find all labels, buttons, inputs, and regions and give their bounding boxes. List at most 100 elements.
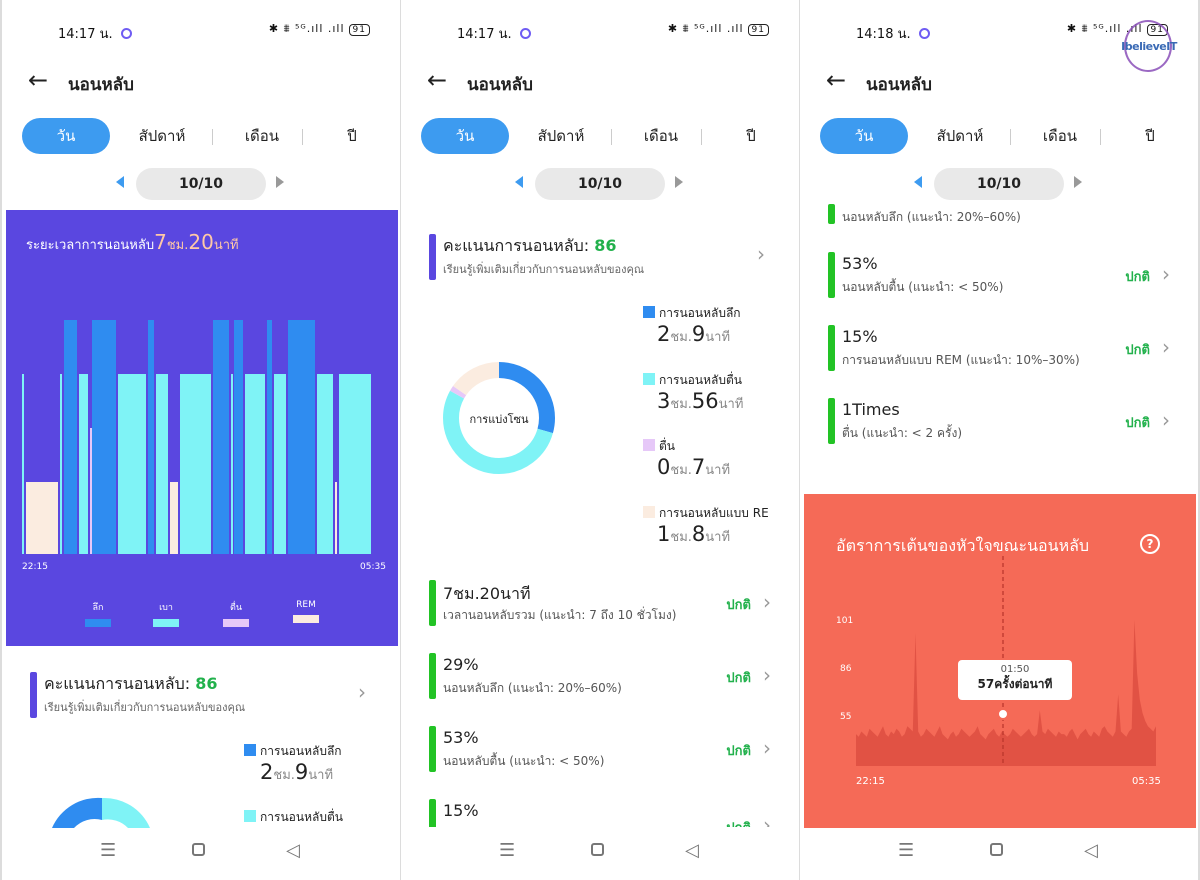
chevron-right-icon[interactable]: › (763, 590, 771, 614)
date-pill[interactable]: 10/10 (934, 168, 1064, 200)
tab-week[interactable]: สัปดาห์ (537, 127, 585, 145)
metric-status: ปกติ (726, 598, 751, 613)
back-triangle-icon[interactable]: ◁ (685, 840, 699, 861)
metric-description: ตื่น (แนะนำ: < 2 ครั้ง) (842, 426, 963, 440)
tab-divider (212, 129, 213, 145)
y-tick-label: 101 (836, 616, 854, 626)
sleep-bar-light (78, 374, 88, 554)
next-date-icon[interactable] (1074, 176, 1082, 188)
chevron-right-icon[interactable]: › (1162, 408, 1170, 432)
tab-week[interactable]: สัปดาห์ (936, 127, 984, 145)
next-date-icon[interactable] (675, 176, 683, 188)
date-pill[interactable]: 10/10 (535, 168, 665, 200)
metric-accent-bar (429, 726, 436, 772)
metric-deep-sleep[interactable]: 29% นอนหลับลึก (แนะนำ: 20%–60%) ปกติ › (429, 653, 779, 703)
tab-year[interactable]: ปี (347, 127, 357, 145)
metric-value: 15% (842, 327, 878, 346)
sleep-score-value: 86 (195, 674, 218, 693)
status-time: 14:18 น. (856, 23, 930, 44)
back-triangle-icon[interactable]: ◁ (286, 840, 300, 861)
chevron-right-icon[interactable]: › (763, 736, 771, 760)
tab-day[interactable]: วัน (421, 118, 509, 154)
zone-legend-rem: การนอนหลับแบบ RE (643, 502, 773, 523)
tab-divider (611, 129, 612, 145)
tab-divider (302, 129, 303, 145)
legend-awake: ตื่น (216, 600, 256, 627)
sleep-score-card[interactable]: คะแนนการนอนหลับ: 86 เรียนรู้เพิ่มเติมเกี… (429, 234, 789, 284)
metric-description: นอนหลับตื้น (แนะนำ: < 50%) (842, 280, 1004, 294)
home-icon[interactable] (192, 840, 205, 861)
metric-status: ปกติ (1125, 270, 1150, 285)
sleep-bar-deep (234, 320, 244, 554)
heart-rate-card: อัตราการเต้นของหัวใจขณะนอนหลับ ? 101 86 … (804, 494, 1196, 828)
date-selector: 10/10 (401, 168, 799, 200)
back-arrow-icon[interactable]: ← (427, 66, 448, 94)
chevron-right-icon[interactable]: › (358, 680, 366, 704)
metric-light-sleep[interactable]: 53% นอนหลับตื้น (แนะนำ: < 50%) ปกติ › (429, 726, 779, 776)
date-pill[interactable]: 10/10 (136, 168, 266, 200)
metric-value: 15% (443, 801, 479, 820)
app-notification-icon (120, 28, 132, 39)
page-title: นอนหลับ (467, 75, 533, 95)
menu-icon[interactable]: ☰ (499, 840, 516, 861)
chevron-right-icon[interactable]: › (763, 663, 771, 687)
metric-accent-bar (828, 252, 835, 298)
metric-accent-bar (828, 204, 835, 224)
metric-rem-sleep[interactable]: 15% การนอนหลับแบบ REM (แนะนำ: 10%–30%) ป… (828, 325, 1178, 375)
menu-icon[interactable]: ☰ (100, 840, 117, 861)
y-tick-label: 86 (840, 664, 852, 674)
help-icon[interactable]: ? (1140, 534, 1160, 554)
tab-day[interactable]: วัน (820, 118, 908, 154)
metric-light-sleep[interactable]: 53% นอนหลับตื้น (แนะนำ: < 50%) ปกติ › (828, 252, 1178, 302)
tab-year[interactable]: ปี (1145, 127, 1155, 145)
heart-rate-marker[interactable] (997, 708, 1009, 720)
metric-status: ปกติ (1125, 343, 1150, 358)
donut-segment-rem (443, 362, 555, 474)
sleep-bar-deep (92, 320, 117, 554)
metric-value: 1Times (842, 400, 900, 419)
home-icon[interactable] (591, 840, 604, 861)
metric-deep-sleep-partial[interactable]: นอนหลับลึก (แนะนำ: 20%–60%) (828, 204, 1178, 228)
period-tabs: วัน สัปดาห์ เดือน ปี (820, 118, 1180, 154)
sleep-bar-light (245, 374, 265, 554)
minutes-unit: นาที (213, 238, 239, 253)
metric-value: 53% (443, 728, 479, 747)
tooltip-time: 01:50 (1000, 664, 1030, 675)
sleep-bar-light (180, 374, 211, 554)
metric-awake-count[interactable]: 1Times ตื่น (แนะนำ: < 2 ครั้ง) ปกติ › (828, 398, 1178, 448)
sleep-bar-light (338, 374, 371, 554)
sleep-zone-donut (443, 362, 555, 474)
previous-date-icon[interactable] (515, 176, 523, 188)
tab-week[interactable]: สัปดาห์ (138, 127, 186, 145)
chevron-right-icon[interactable]: › (763, 813, 771, 827)
previous-date-icon[interactable] (116, 176, 124, 188)
legend-swatch (153, 619, 179, 627)
back-triangle-icon[interactable]: ◁ (1084, 840, 1098, 861)
sleep-score-card[interactable]: คะแนนการนอนหลับ: 86 เรียนรู้เพิ่มเติมเกี… (30, 672, 390, 722)
home-icon[interactable] (990, 840, 1003, 861)
sleep-bar-light (59, 374, 63, 554)
back-arrow-icon[interactable]: ← (28, 66, 49, 94)
metric-accent-bar (429, 653, 436, 699)
sleep-bar-light (317, 374, 334, 554)
chevron-right-icon[interactable]: › (1162, 335, 1170, 359)
app-bar: ← นอนหลับ (401, 64, 799, 100)
metric-description: นอนหลับตื้น (แนะนำ: < 50%) (443, 754, 605, 768)
legend-swatch (293, 615, 319, 623)
menu-icon[interactable]: ☰ (898, 840, 915, 861)
tab-month[interactable]: เดือน (1042, 127, 1078, 145)
chevron-right-icon[interactable]: › (757, 242, 765, 266)
back-arrow-icon[interactable]: ← (826, 66, 847, 94)
zone-donut-partial (52, 797, 150, 828)
chevron-right-icon[interactable]: › (1162, 262, 1170, 286)
tab-day[interactable]: วัน (22, 118, 110, 154)
tab-month[interactable]: เดือน (244, 127, 280, 145)
next-date-icon[interactable] (276, 176, 284, 188)
tab-year[interactable]: ปี (746, 127, 756, 145)
metric-rem-sleep[interactable]: 15% ปกติ › (429, 799, 779, 827)
metric-total-sleep[interactable]: 7ชม.20นาที เวลานอนหลับรวม (แนะนำ: 7 ถึง … (429, 580, 779, 630)
previous-date-icon[interactable] (914, 176, 922, 188)
tab-month[interactable]: เดือน (643, 127, 679, 145)
sleep-bar-awake (89, 428, 92, 554)
system-nav-bar: ☰ ◁ (800, 836, 1198, 866)
